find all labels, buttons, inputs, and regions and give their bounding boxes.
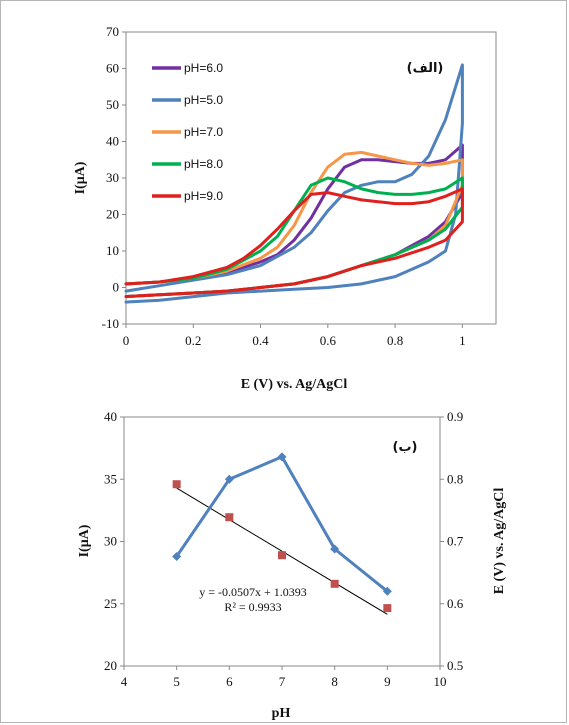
chart-a-y-tick-label: -10: [102, 316, 119, 331]
chart-a-x-tick-label: 0.6: [320, 333, 337, 348]
chart-b-right-y-tick-label: 0.8: [447, 471, 463, 486]
legend-label: pH=6.0: [184, 61, 223, 75]
chart-a-y-tick-label: 50: [106, 97, 119, 112]
chart-a-y-tick-label: 10: [106, 243, 119, 258]
chart-b-x-tick-label: 9: [384, 674, 391, 689]
potential-data-point: [173, 480, 181, 488]
chart-a-x-axis-label: E (V) vs. Ag/AgCl: [241, 377, 348, 392]
chart-b-left-y-tick-label: 25: [104, 596, 117, 611]
chart-b-left-y-tick-label: 40: [104, 409, 117, 424]
chart-b-left-y-axis-label: I(μA): [77, 524, 92, 557]
current-series-line: [177, 457, 388, 592]
chart-a-y-tick-label: 40: [106, 134, 119, 149]
chart-a-y-tick-label: 60: [106, 61, 119, 76]
chart-b-right-y-tick-label: 0.7: [447, 534, 464, 549]
chart-b-x-tick-label: 10: [434, 674, 447, 689]
chart-b-x-tick-label: 4: [121, 674, 128, 689]
ph-dependence-chart: 20 25 30 35 40 0.5 0.6 0.7 0.8 0.9 4 5 6 7 8 9 10 (ب) y …: [0, 400, 569, 725]
chart-b-x-tick-label: 7: [279, 674, 286, 689]
chart-a-x-tick-label: 0.8: [387, 333, 403, 348]
voltammogram-90: [126, 189, 462, 297]
chart-b-right-y-tick-label: 0.9: [447, 409, 463, 424]
potential-data-point: [278, 551, 286, 559]
chart-b-right-y-axis-label: E (V) vs. Ag/AgCl: [492, 488, 507, 595]
legend-label: pH=5.0: [184, 93, 223, 107]
legend-label: pH=7.0: [184, 125, 223, 139]
potential-data-point: [331, 580, 339, 588]
chart-a-y-tick-label: 0: [113, 280, 120, 295]
chart-a-y-tick-label: 30: [106, 170, 119, 185]
chart-a-corner-label: (الف): [407, 61, 444, 76]
chart-b-left-y-tick-label: 30: [104, 534, 117, 549]
chart-a-y-tick-label: 70: [106, 24, 119, 39]
chart-a-x-tick-label: 1: [459, 333, 466, 348]
chart-b-right-y-tick-label: 0.6: [447, 596, 464, 611]
potential-data-point: [225, 513, 233, 521]
chart-a-x-tick-label: 0.2: [185, 333, 201, 348]
chart-b-x-axis-label: pH: [272, 706, 291, 721]
trendline-r-squared: R² = 0.9933: [224, 600, 281, 614]
chart-b-x-tick-label: 6: [226, 674, 233, 689]
cyclic-voltammogram-chart: -10 0 10 20 30 40 50 60 70 0 0.2 0.4 0.6 0.8 1 pH=6.0 pH…: [0, 0, 569, 400]
chart-b-x-tick-label: 5: [173, 674, 180, 689]
chart-a-x-tick-label: 0: [123, 333, 130, 348]
chart-b-right-y-tick-label: 0.5: [447, 658, 463, 673]
potential-data-point: [383, 604, 391, 612]
chart-a-x-tick-label: 0.4: [252, 333, 269, 348]
chart-b-x-tick-label: 8: [331, 674, 338, 689]
trendline-equation: y = -0.0507x + 1.0393: [199, 585, 307, 599]
chart-b-corner-label: (ب): [393, 440, 418, 455]
voltammogram-60: [126, 145, 462, 297]
legend-label: pH=9.0: [184, 189, 223, 203]
chart-a-y-axis-label: I(μA): [73, 161, 88, 194]
chart-b-left-y-tick-label: 35: [104, 471, 117, 486]
chart-a-y-tick-label: 20: [106, 207, 119, 222]
legend-label: pH=8.0: [184, 157, 223, 171]
chart-b-left-y-tick-label: 20: [104, 658, 117, 673]
